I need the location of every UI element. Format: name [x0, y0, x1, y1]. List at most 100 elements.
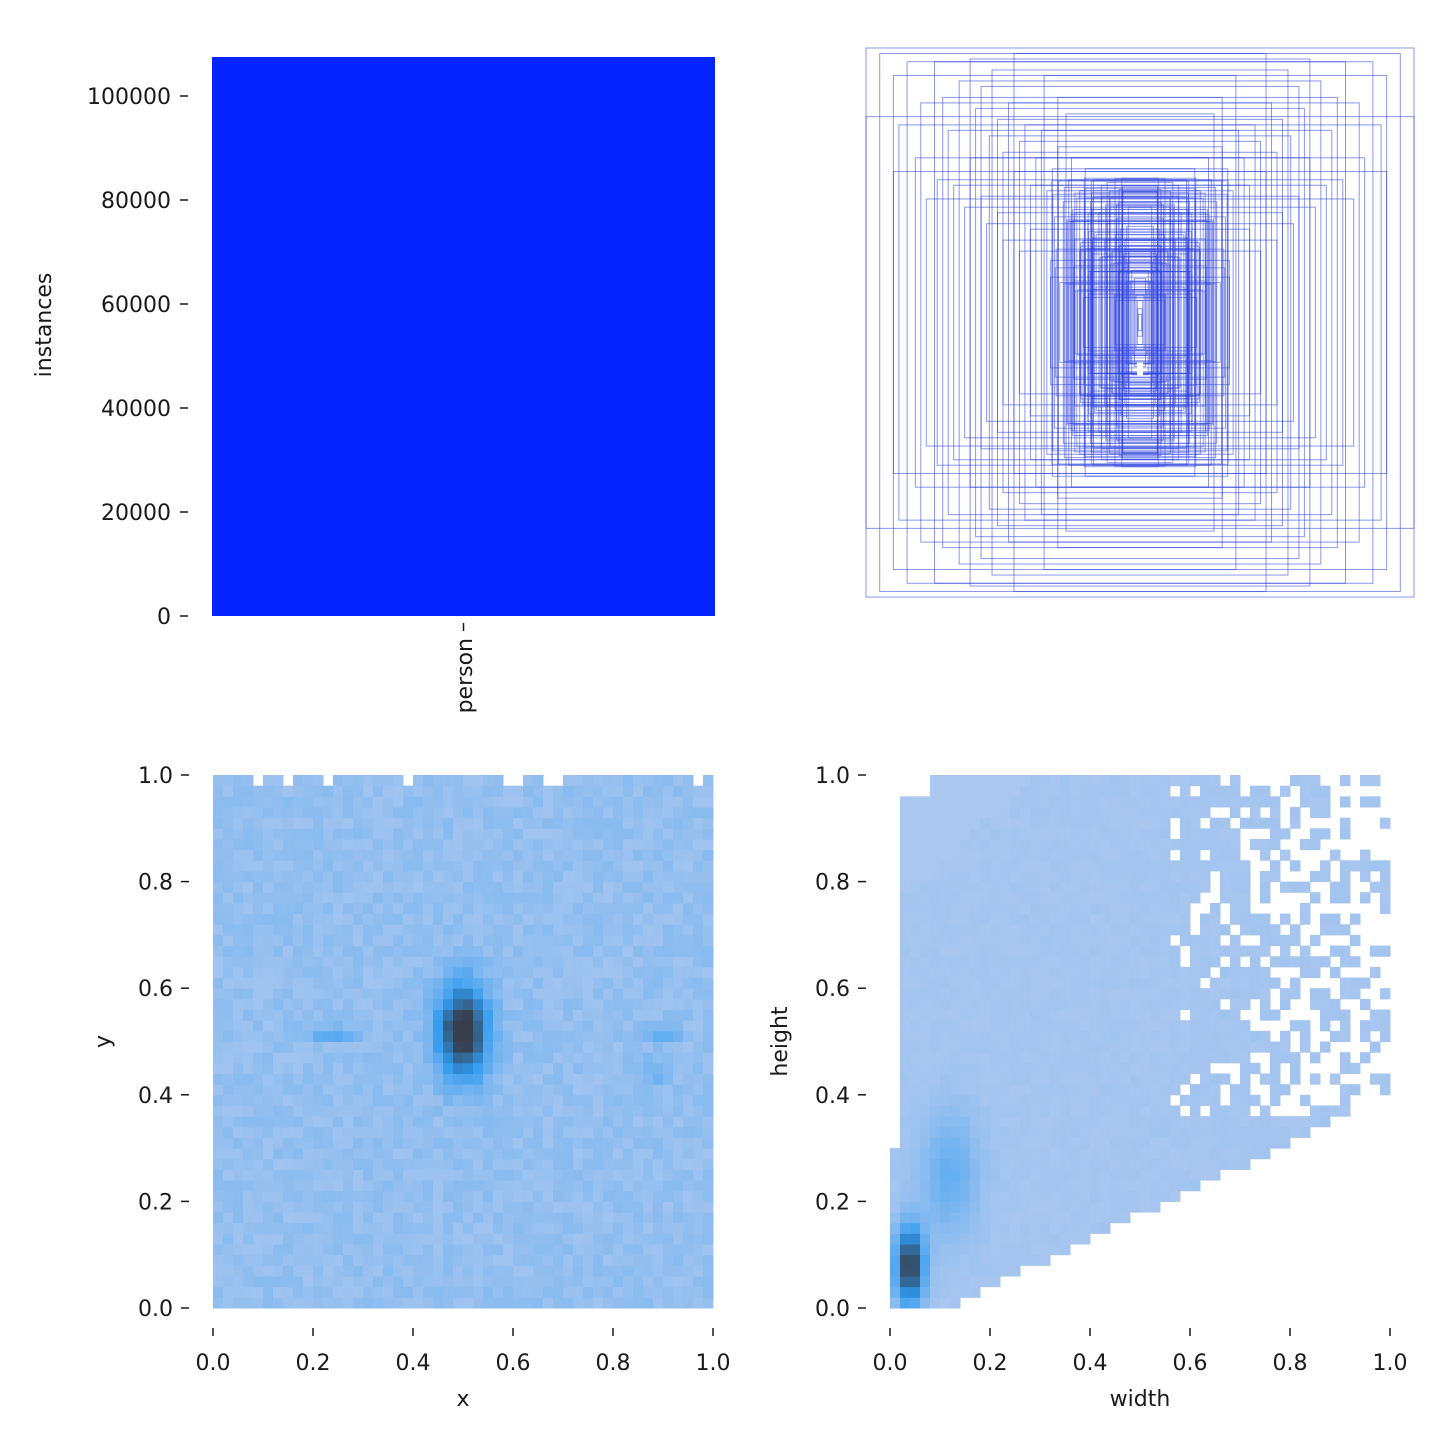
- heat-cell: [433, 1276, 444, 1288]
- heat-cell: [253, 796, 264, 808]
- heat-cell: [263, 1212, 274, 1224]
- heat-cell: [1290, 775, 1301, 787]
- heat-cell: [513, 1094, 524, 1106]
- heat-cell: [990, 1201, 1001, 1213]
- heat-cell: [1240, 1137, 1251, 1149]
- heat-cell: [363, 806, 374, 819]
- heat-cell: [593, 828, 604, 840]
- heat-cell: [223, 945, 234, 957]
- heat-cell: [940, 913, 951, 925]
- heat-cell: [643, 1094, 654, 1106]
- heat-cell: [980, 1169, 991, 1181]
- heat-cell: [333, 1158, 344, 1170]
- heat-cell: [593, 924, 604, 936]
- heat-cell: [1260, 870, 1271, 883]
- heat-cell: [643, 1009, 654, 1021]
- heat-cell: [950, 849, 961, 861]
- heat-cell: [1130, 1169, 1141, 1181]
- heat-cell: [1050, 1105, 1061, 1117]
- heat-cell: [473, 1190, 484, 1202]
- heat-cell: [643, 1020, 654, 1032]
- heat-cell: [1000, 892, 1011, 904]
- heat-cell: [543, 1254, 554, 1266]
- heat-cell: [513, 1084, 524, 1096]
- label-box: [958, 80, 1322, 565]
- heat-cell: [263, 1201, 274, 1213]
- heat-cell: [643, 1297, 654, 1309]
- heat-cell: [263, 828, 274, 840]
- heat-cell: [223, 892, 234, 904]
- heat-cell: [303, 1020, 314, 1032]
- heat-cell: [453, 924, 464, 936]
- heat-cell: [213, 806, 224, 819]
- heat-cell: [403, 838, 414, 851]
- heat-cell: [1190, 1009, 1201, 1021]
- heat-cell: [303, 913, 314, 925]
- heat-cell: [683, 1041, 694, 1053]
- heat-cell: [263, 902, 274, 915]
- heat-cell: [613, 1222, 624, 1234]
- heat-cell: [900, 913, 911, 925]
- heat-cell: [683, 1276, 694, 1288]
- heat-cell: [1060, 1148, 1071, 1160]
- x-tick-label: 0.0: [873, 1351, 908, 1376]
- heat-cell: [613, 849, 624, 861]
- heat-cell: [283, 1126, 294, 1138]
- heat-cell: [1070, 881, 1081, 893]
- heat-cell: [453, 1180, 464, 1192]
- heat-cell: [1220, 1030, 1231, 1042]
- heat-cell: [323, 892, 334, 904]
- heat-cell: [990, 1105, 1001, 1117]
- heat-cell: [643, 1030, 654, 1042]
- heat-cell: [583, 956, 594, 968]
- heat-cell: [353, 1180, 364, 1192]
- heat-cell: [1380, 870, 1391, 883]
- heat-cell: [1180, 1137, 1191, 1149]
- heat-cell: [1230, 1126, 1241, 1138]
- heat-cell: [223, 1148, 234, 1160]
- heat-cell: [573, 934, 584, 947]
- heat-cell: [940, 902, 951, 915]
- heat-cell: [1170, 1062, 1181, 1074]
- y-tick-label: 60000: [101, 293, 171, 318]
- heat-cell: [673, 924, 684, 936]
- heat-cell: [613, 1212, 624, 1224]
- heat-cell: [1190, 1180, 1201, 1192]
- heat-cell: [1190, 1094, 1201, 1106]
- heat-cell: [1160, 870, 1171, 883]
- heat-cell: [393, 860, 404, 872]
- heat-cell: [1230, 956, 1241, 968]
- heat-cell: [1230, 892, 1241, 904]
- label-box: [1065, 113, 1215, 532]
- heat-cell: [233, 881, 244, 893]
- heat-cell: [1090, 924, 1101, 936]
- heat-cell: [1350, 956, 1361, 968]
- heat-cell: [1210, 1148, 1221, 1160]
- heat-cell: [1040, 806, 1051, 819]
- heat-cell: [1120, 1169, 1131, 1181]
- heat-cell: [1060, 1180, 1071, 1192]
- heat-cell: [483, 1276, 494, 1288]
- heat-cell: [213, 849, 224, 861]
- heat-cell: [333, 1126, 344, 1138]
- heat-cell: [970, 860, 981, 872]
- heat-cell: [1100, 1116, 1111, 1128]
- label-box: [906, 61, 1374, 584]
- heat-cell: [453, 902, 464, 915]
- heat-cell: [673, 1105, 684, 1117]
- heat-cell: [1020, 1158, 1031, 1170]
- heat-cell: [1110, 988, 1121, 1000]
- heat-cell: [473, 1201, 484, 1213]
- heat-cell: [433, 934, 444, 947]
- heat-cell: [313, 913, 324, 925]
- heat-cell: [900, 1052, 911, 1064]
- heat-cell: [920, 1148, 931, 1160]
- heat-cell: [1080, 1212, 1091, 1224]
- heat-cell: [573, 1169, 584, 1181]
- heat-cell: [920, 1030, 931, 1042]
- heat-cell: [980, 881, 991, 893]
- heat-cell: [353, 1286, 364, 1298]
- heat-cell: [1220, 892, 1231, 904]
- heat-cell: [523, 1158, 534, 1170]
- heat-cell: [543, 1148, 554, 1160]
